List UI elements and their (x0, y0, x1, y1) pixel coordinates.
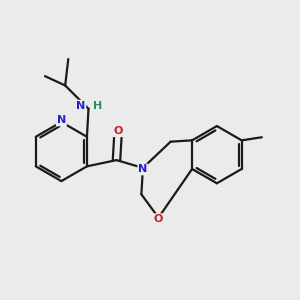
Text: O: O (113, 126, 123, 136)
Text: O: O (154, 214, 163, 224)
Text: N: N (138, 164, 148, 174)
Text: N: N (76, 101, 85, 111)
Text: H: H (93, 101, 102, 111)
Text: N: N (57, 116, 66, 125)
